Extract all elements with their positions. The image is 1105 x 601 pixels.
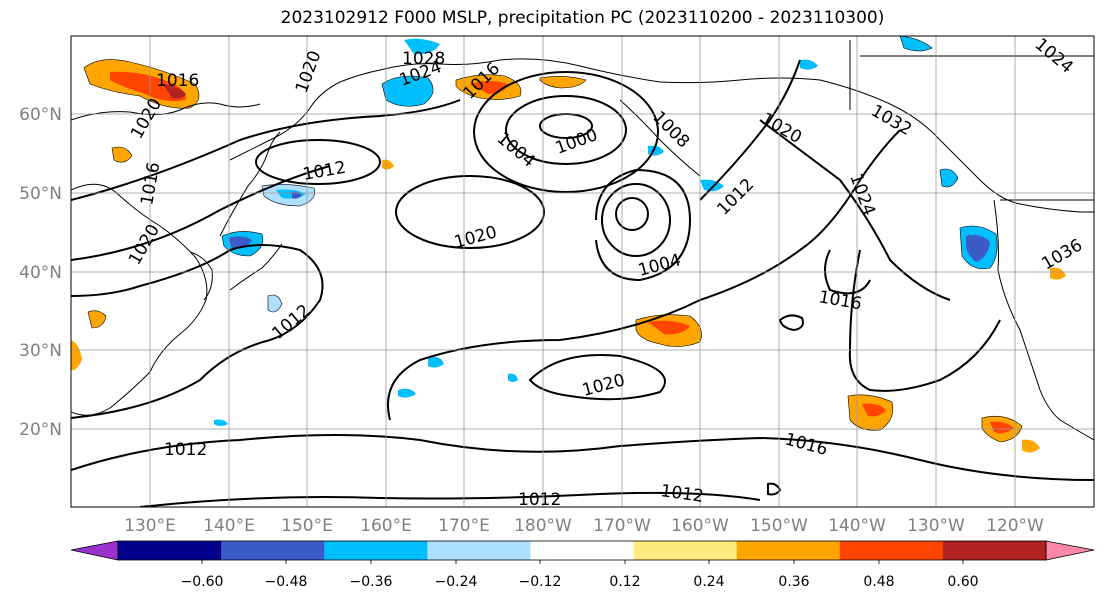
coastlines bbox=[71, 40, 1094, 441]
lon-label: 150°E bbox=[281, 516, 333, 536]
colorbar-segment bbox=[530, 541, 635, 560]
colorbar-tick-label: 0.48 bbox=[863, 574, 894, 590]
colorbar-tick-label: 0.36 bbox=[778, 574, 809, 590]
lon-label: 150°W bbox=[750, 516, 808, 536]
isobar-label: 1016 bbox=[156, 71, 199, 91]
colorbar-tick-label: 0.12 bbox=[609, 574, 640, 590]
lon-label: 140°W bbox=[828, 516, 886, 536]
lat-label: 30°N bbox=[19, 341, 62, 361]
isobar-label: 1012 bbox=[518, 490, 561, 510]
colorbar-segment bbox=[736, 541, 841, 560]
lon-label: 180°W bbox=[514, 516, 572, 536]
lon-label: 170°W bbox=[593, 516, 651, 536]
colorbar-segment bbox=[942, 541, 1047, 560]
isobar-label: 1012 bbox=[164, 440, 207, 460]
lat-label: 20°N bbox=[19, 420, 62, 440]
colorbar-right-extend bbox=[1045, 540, 1095, 561]
longitude-labels: 130°E 140°E 150°E 160°E 170°E 180°W 170°… bbox=[124, 516, 1044, 536]
lon-label: 160°E bbox=[360, 516, 412, 536]
lon-label: 120°W bbox=[986, 516, 1044, 536]
colorbar-segment bbox=[221, 541, 325, 560]
colorbar-tick-label: −0.24 bbox=[435, 574, 478, 590]
map-area bbox=[71, 36, 1094, 507]
colorbar-tick-label: 0.60 bbox=[947, 574, 978, 590]
map-frame bbox=[70, 35, 1095, 508]
colorbar-segment bbox=[324, 541, 428, 560]
lat-label: 50°N bbox=[19, 184, 62, 204]
lon-label: 130°E bbox=[124, 516, 176, 536]
graticule bbox=[71, 36, 1094, 507]
isobars bbox=[71, 59, 1094, 507]
colorbar-left-extend bbox=[70, 540, 119, 561]
map-title: 2023102912 F000 MSLP, precipitation PC (… bbox=[280, 8, 885, 28]
lon-label: 170°E bbox=[438, 516, 490, 536]
colorbar-segment bbox=[118, 541, 222, 560]
colorbar-tick-label: 0.24 bbox=[693, 574, 724, 590]
colorbar: −0.60 −0.48 −0.36 −0.24 −0.12 0.12 0.24 0.36 0.4… bbox=[70, 540, 1095, 590]
colorbar-tick-label: −0.12 bbox=[519, 574, 562, 590]
colorbar-segment bbox=[839, 541, 944, 560]
lat-label: 40°N bbox=[19, 263, 62, 283]
latitude-labels: 60°N 50°N 40°N 30°N 20°N bbox=[19, 105, 62, 440]
colorbar-tick-label: −0.48 bbox=[265, 574, 308, 590]
lon-label: 140°E bbox=[203, 516, 255, 536]
isobar-label: 1028 bbox=[402, 49, 445, 69]
colorbar-tick-label: −0.60 bbox=[181, 574, 224, 590]
colorbar-tick-label: −0.36 bbox=[350, 574, 393, 590]
lon-label: 130°W bbox=[907, 516, 965, 536]
colorbar-frame bbox=[117, 540, 1047, 561]
colorbar-segment bbox=[633, 541, 738, 560]
lon-label: 160°W bbox=[671, 516, 729, 536]
colorbar-segment bbox=[427, 541, 531, 560]
lat-label: 60°N bbox=[19, 105, 62, 125]
